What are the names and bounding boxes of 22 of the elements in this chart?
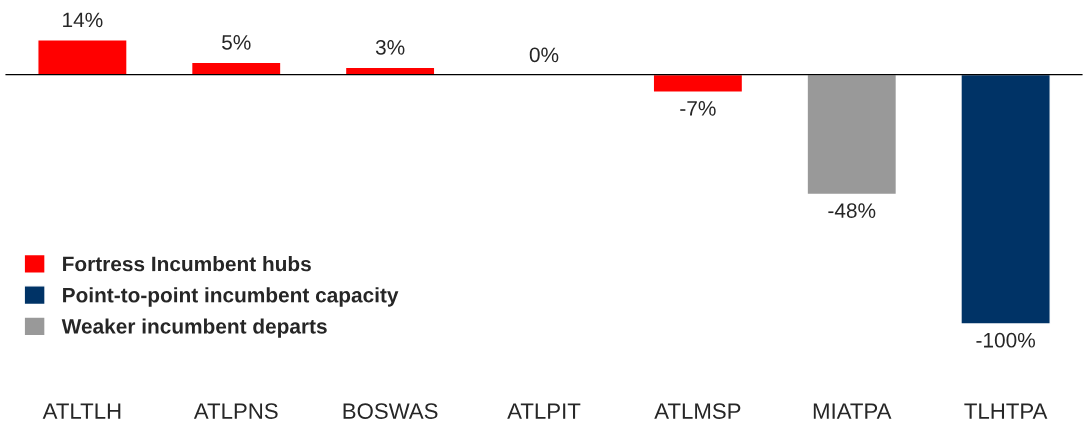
bar: [652, 73, 744, 93]
bar: [960, 73, 1051, 325]
data-label: -48%: [828, 203, 876, 218]
x-tick-label: TLHTPA: [964, 403, 1048, 419]
legend-label: Point-to-point incumbent capacity: [63, 287, 399, 307]
x-tick-label: BOSWAS: [343, 403, 438, 419]
x-tick-label: ATLMSP: [654, 403, 741, 419]
bar: [344, 66, 436, 76]
x-tick-label: ATLTLH: [42, 403, 121, 419]
data-label: 0%: [529, 47, 559, 63]
legend-label: Fortress Incumbent hubs: [63, 256, 311, 272]
bar: [37, 39, 128, 76]
data-label: 14%: [63, 12, 103, 28]
x-tick-label: ATLPIT: [507, 403, 581, 419]
bar: [806, 73, 898, 196]
data-label: 3%: [375, 39, 405, 55]
data-label: 5%: [222, 35, 251, 50]
legend-label: Weaker incumbent departs: [61, 318, 327, 338]
data-label: -100%: [976, 332, 1035, 348]
x-tick-label: MIATPA: [813, 403, 892, 419]
data-label: -7%: [680, 101, 716, 116]
x-tick-label: ATLPNS: [193, 403, 278, 419]
